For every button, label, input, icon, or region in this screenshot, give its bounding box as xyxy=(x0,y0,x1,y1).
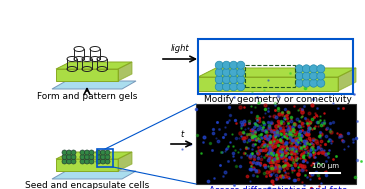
Circle shape xyxy=(105,154,110,160)
Circle shape xyxy=(222,83,230,91)
Circle shape xyxy=(105,159,110,164)
Polygon shape xyxy=(56,159,118,171)
Circle shape xyxy=(96,159,101,164)
Circle shape xyxy=(66,154,72,160)
Polygon shape xyxy=(52,81,136,89)
Circle shape xyxy=(215,76,223,84)
Polygon shape xyxy=(56,69,118,81)
Circle shape xyxy=(215,68,223,76)
Polygon shape xyxy=(198,77,338,91)
Circle shape xyxy=(295,65,303,73)
Polygon shape xyxy=(56,152,132,159)
Circle shape xyxy=(222,76,230,84)
Circle shape xyxy=(100,159,105,164)
Circle shape xyxy=(105,150,110,155)
Circle shape xyxy=(230,68,238,76)
Circle shape xyxy=(100,150,105,155)
Circle shape xyxy=(100,154,105,160)
Circle shape xyxy=(89,150,94,155)
Bar xyxy=(97,149,113,167)
Circle shape xyxy=(317,72,325,80)
Bar xyxy=(245,65,295,87)
Circle shape xyxy=(66,150,72,155)
Polygon shape xyxy=(338,68,356,91)
Circle shape xyxy=(62,159,67,164)
Circle shape xyxy=(96,154,101,160)
Text: Seed and encapsulate cells: Seed and encapsulate cells xyxy=(25,181,149,189)
Circle shape xyxy=(85,154,89,160)
Circle shape xyxy=(62,154,67,160)
Circle shape xyxy=(80,159,85,164)
Polygon shape xyxy=(52,171,136,179)
Polygon shape xyxy=(118,152,132,171)
Circle shape xyxy=(222,61,230,69)
Circle shape xyxy=(302,65,310,73)
Circle shape xyxy=(71,150,76,155)
Circle shape xyxy=(310,65,318,73)
Circle shape xyxy=(310,72,318,80)
Circle shape xyxy=(215,61,223,69)
Circle shape xyxy=(295,72,303,80)
Circle shape xyxy=(317,79,325,87)
Circle shape xyxy=(89,154,94,160)
Bar xyxy=(196,104,356,184)
Circle shape xyxy=(71,154,76,160)
Circle shape xyxy=(89,159,94,164)
Text: Assess differentiation and fate: Assess differentiation and fate xyxy=(209,186,347,189)
Circle shape xyxy=(85,150,89,155)
Circle shape xyxy=(80,154,85,160)
Circle shape xyxy=(237,61,245,69)
Circle shape xyxy=(302,79,310,87)
Text: Modify geometry or connectivity: Modify geometry or connectivity xyxy=(204,95,352,104)
Text: 100 μm: 100 μm xyxy=(311,163,338,169)
Circle shape xyxy=(237,83,245,91)
Circle shape xyxy=(295,79,303,87)
Circle shape xyxy=(96,150,101,155)
Circle shape xyxy=(230,61,238,69)
Circle shape xyxy=(215,83,223,91)
Circle shape xyxy=(237,68,245,76)
Circle shape xyxy=(80,150,85,155)
Polygon shape xyxy=(56,62,132,69)
Circle shape xyxy=(302,72,310,80)
Circle shape xyxy=(310,79,318,87)
Circle shape xyxy=(66,159,72,164)
Circle shape xyxy=(222,68,230,76)
Text: light: light xyxy=(171,44,189,53)
Text: t: t xyxy=(180,130,184,139)
Circle shape xyxy=(71,159,76,164)
Circle shape xyxy=(237,76,245,84)
Circle shape xyxy=(62,150,67,155)
Text: Form and pattern gels: Form and pattern gels xyxy=(37,92,137,101)
Circle shape xyxy=(317,65,325,73)
Polygon shape xyxy=(198,68,356,77)
Polygon shape xyxy=(118,62,132,81)
Circle shape xyxy=(85,159,89,164)
Circle shape xyxy=(230,76,238,84)
Circle shape xyxy=(230,83,238,91)
